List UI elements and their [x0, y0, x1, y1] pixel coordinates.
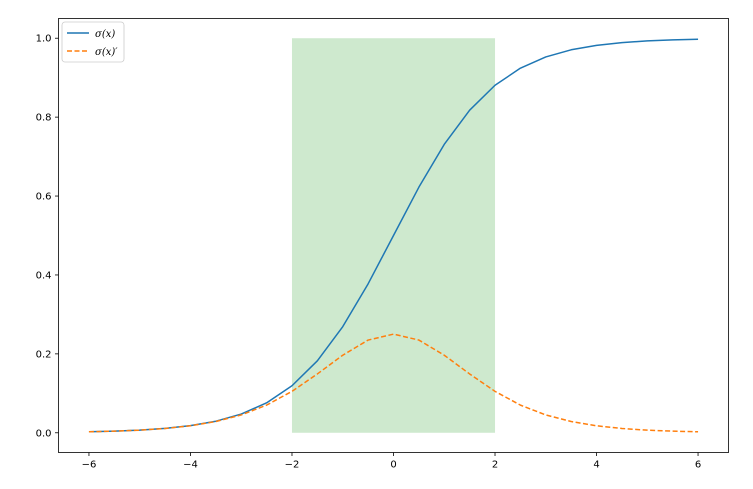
- series-lines-layer: [88, 38, 699, 433]
- series-line-1: [88, 333, 699, 433]
- x-tick-label: −4: [183, 460, 198, 471]
- y-tick-label: 0.6: [36, 192, 52, 203]
- legend-box: [61, 21, 125, 63]
- x-tick-label: 6: [695, 460, 701, 471]
- y-axis-ticks: 0.0 0.2 0.4 0.6 0.8 1.0: [36, 34, 59, 439]
- y-tick-label: 0.4: [36, 270, 52, 281]
- y-tick-label: 0.2: [36, 349, 52, 360]
- x-tick-label: 2: [492, 460, 498, 471]
- y-tick-label: 1.0: [36, 34, 52, 45]
- y-tick-label: 0.0: [36, 428, 52, 439]
- x-tick-label: −6: [82, 460, 97, 471]
- x-axis-ticks: −6 −4 −2 0 2 4 6: [82, 452, 701, 471]
- x-tick-label: 4: [593, 460, 599, 471]
- legend-label-sigma-derivative: σ(x)′: [95, 47, 118, 58]
- x-tick-label: 0: [390, 460, 396, 471]
- legend-label-sigma: σ(x): [95, 29, 115, 40]
- y-tick-label: 0.8: [36, 113, 52, 124]
- legend: σ(x) σ(x)′: [61, 21, 125, 63]
- x-tick-label: −2: [285, 460, 300, 471]
